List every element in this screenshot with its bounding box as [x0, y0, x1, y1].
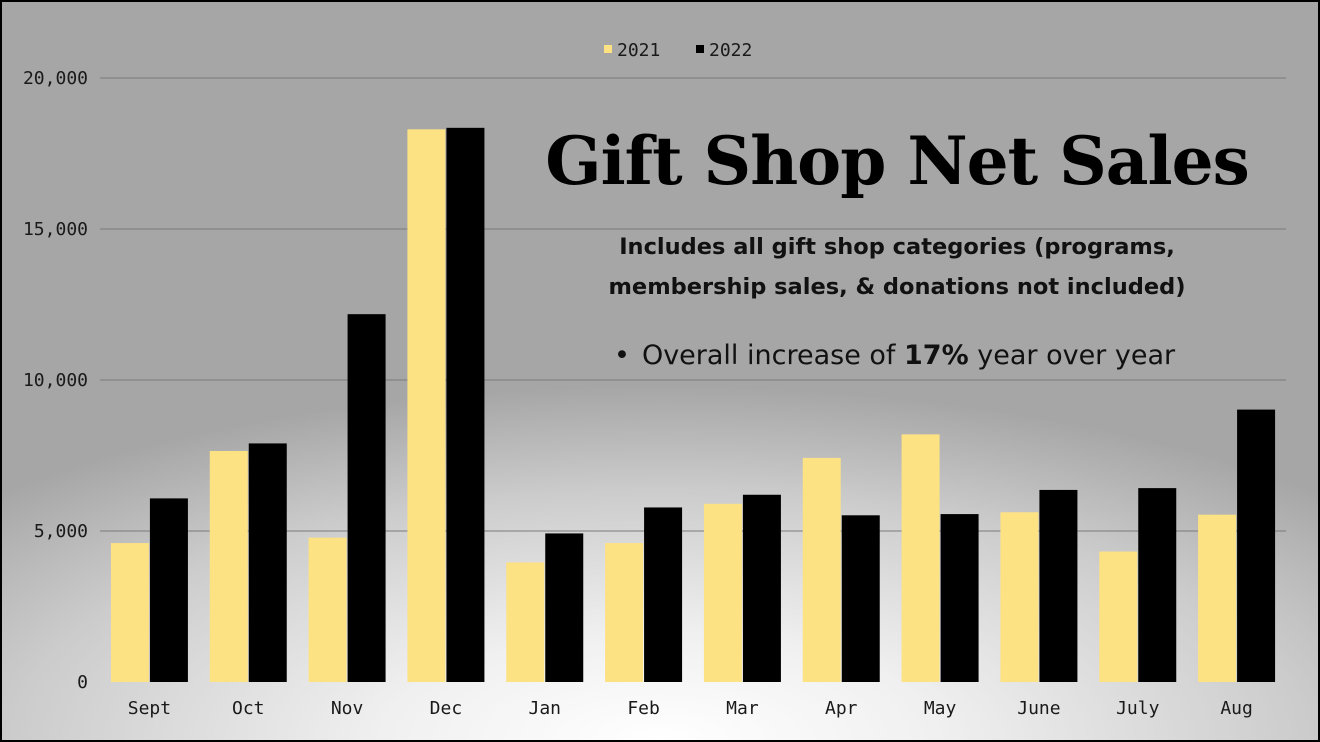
callout-highlight: 17% — [904, 340, 969, 371]
y-tick-label: 10,000 — [23, 370, 88, 391]
bar-2021-may — [901, 434, 940, 682]
legend-label: 2022 — [709, 40, 752, 61]
bar-2022-july — [1138, 488, 1177, 682]
bar-2021-sept — [110, 543, 149, 682]
x-tick-label: Sept — [128, 698, 171, 719]
bar-2021-aug — [1198, 514, 1237, 682]
bar-2021-dec — [407, 129, 446, 683]
x-tick-label: Aug — [1220, 698, 1253, 719]
x-tick-label: Jan — [528, 698, 561, 719]
legend-swatch-2022 — [696, 45, 704, 53]
bar-2022-sept — [149, 498, 188, 682]
y-tick-label: 0 — [77, 672, 88, 693]
annotation-callout: • Overall increase of 17% year over year — [614, 340, 1274, 371]
x-tick-label: Nov — [331, 698, 364, 719]
x-tick-label: July — [1116, 698, 1160, 719]
bar-2021-feb — [605, 543, 644, 682]
bar-2021-july — [1099, 551, 1138, 682]
legend-label: 2021 — [617, 40, 660, 61]
callout-prefix: Overall increase of — [641, 340, 896, 371]
legend-swatch-2021 — [604, 45, 612, 53]
bar-2022-feb — [644, 507, 683, 682]
y-tick-label: 20,000 — [23, 68, 88, 89]
bar-2021-mar — [703, 503, 742, 682]
bar-2022-mar — [742, 494, 781, 682]
x-tick-label: June — [1017, 698, 1060, 719]
x-tick-label: Apr — [825, 698, 858, 719]
x-tick-label: May — [924, 698, 957, 719]
bar-2021-june — [1000, 512, 1039, 682]
bar-2022-apr — [841, 515, 880, 682]
bar-2022-nov — [347, 314, 386, 682]
callout-suffix: year over year — [977, 340, 1176, 371]
bar-2022-june — [1039, 489, 1078, 682]
chart-subtitle: Includes all gift shop categories (progr… — [608, 234, 1186, 300]
bar-2022-aug — [1237, 409, 1276, 682]
chart-title: Gift Shop Net Sales — [545, 122, 1250, 200]
y-tick-label: 5,000 — [34, 521, 88, 542]
x-tick-label: Feb — [627, 698, 660, 719]
y-tick-label: 15,000 — [23, 219, 88, 240]
bullet-glyph: • — [614, 340, 630, 371]
bar-2021-apr — [802, 457, 841, 682]
x-tick-label: Dec — [430, 698, 463, 719]
bar-2021-nov — [308, 537, 347, 682]
bar-2022-may — [940, 514, 979, 682]
bar-2021-oct — [209, 450, 248, 682]
bar-2022-dec — [446, 127, 485, 682]
x-tick-label: Mar — [726, 698, 759, 719]
bar-2021-jan — [506, 562, 545, 682]
bar-2022-oct — [248, 443, 287, 682]
bar-2022-jan — [545, 533, 584, 682]
x-tick-label: Oct — [232, 698, 265, 719]
